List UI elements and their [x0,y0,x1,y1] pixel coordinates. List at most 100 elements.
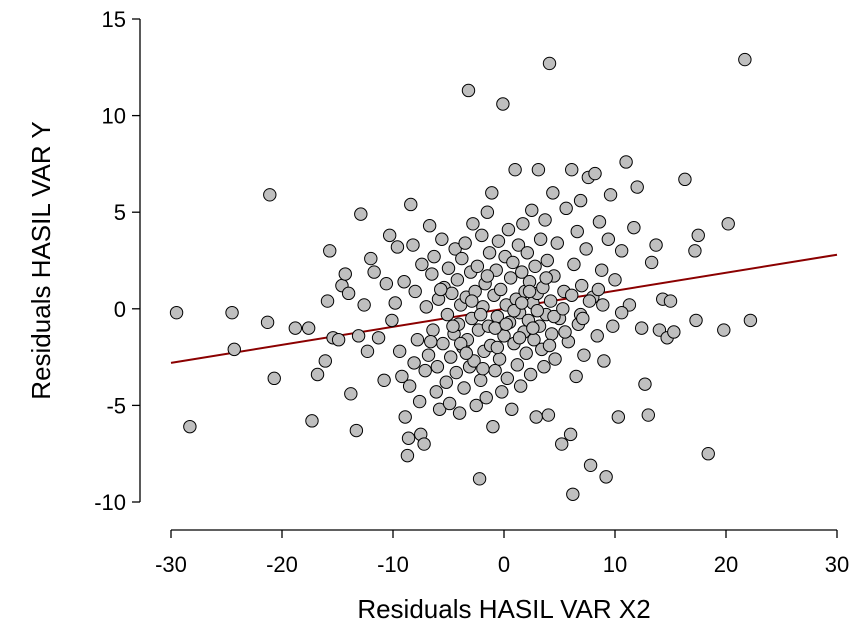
data-point [601,232,616,246]
data-point [591,282,606,297]
data-point [371,331,386,345]
data-point [503,271,518,285]
data-point [565,288,579,302]
data-point [488,363,502,378]
data-point [377,373,391,387]
data-point [421,348,436,362]
data-point [614,305,629,320]
data-point [583,458,598,472]
data-point [349,423,364,438]
y-tick-label: 15 [102,7,126,32]
data-point [567,257,581,272]
data-point [267,371,281,386]
data-point [344,387,358,401]
data-point [479,390,493,405]
data-point [630,180,644,194]
axes: -30 -20 -10 0 10 20 30 -10 -5 0 5 10 15 [94,7,849,577]
data-point [227,342,241,357]
data-point [559,201,573,216]
data-point [537,360,551,374]
data-point [472,472,487,486]
data-point [426,323,440,337]
data-point [458,236,472,250]
data-point [533,232,548,246]
data-point [480,205,495,219]
data-point [412,394,427,409]
data-point [512,331,527,345]
data-point [678,172,692,187]
data-point [597,354,611,368]
y-tick-label: -10 [94,490,126,515]
data-point [367,265,381,279]
data-point [570,224,584,239]
data-point [429,385,443,399]
data-point [406,238,420,252]
data-point [455,251,469,266]
data-point [541,408,556,422]
data-point [465,294,479,308]
data-point [260,315,275,330]
data-point [555,437,569,451]
data-point [331,333,346,347]
data-point [603,188,618,202]
data-point [688,244,702,258]
data-point [556,302,570,316]
data-point [398,410,412,424]
data-point [442,396,457,411]
data-point [392,344,407,359]
x-tick-label: -10 [377,552,409,577]
data-point [542,56,557,71]
data-point [448,242,462,256]
data-point [169,305,184,320]
data-point [488,321,502,335]
data-point [546,186,560,200]
data-point [575,278,589,293]
data-point [446,319,460,333]
data-point [627,220,641,235]
data-point [432,402,447,416]
data-point [611,410,626,424]
data-point [476,361,490,376]
data-point [402,379,417,393]
data-point [550,236,564,250]
data-point [364,251,378,266]
data-point [608,273,622,287]
data-point [480,269,495,283]
x-tick-label: 20 [714,552,738,577]
data-point [225,305,239,320]
data-point [445,286,459,301]
data-point [579,242,593,256]
data-point [506,255,520,270]
data-point [401,431,416,445]
data-point [516,217,530,231]
x-tick-label: -30 [155,552,187,577]
data-point [415,257,429,272]
data-point [743,313,758,328]
data-point [439,375,453,389]
data-point [486,419,500,434]
data-point [614,244,629,258]
data-point [495,385,509,399]
data-point [318,354,332,368]
y-tick-label: 5 [114,200,126,225]
data-point [263,188,277,202]
data-point [422,219,437,233]
data-point [354,207,368,221]
data-point [547,309,561,324]
y-tick-label: 0 [114,297,126,322]
data-point [519,346,533,360]
data-point [539,271,553,285]
data-point [436,336,450,351]
data-point [563,427,578,442]
data-point [508,162,522,177]
y-tick-label: -5 [106,393,126,418]
data-point [573,193,588,208]
data-point [449,365,463,380]
data-point [649,238,663,252]
data-point [634,321,649,335]
data-point [400,448,415,463]
data-point [395,369,409,384]
data-point [531,162,546,177]
data-point [599,470,613,484]
data-point [641,408,655,422]
